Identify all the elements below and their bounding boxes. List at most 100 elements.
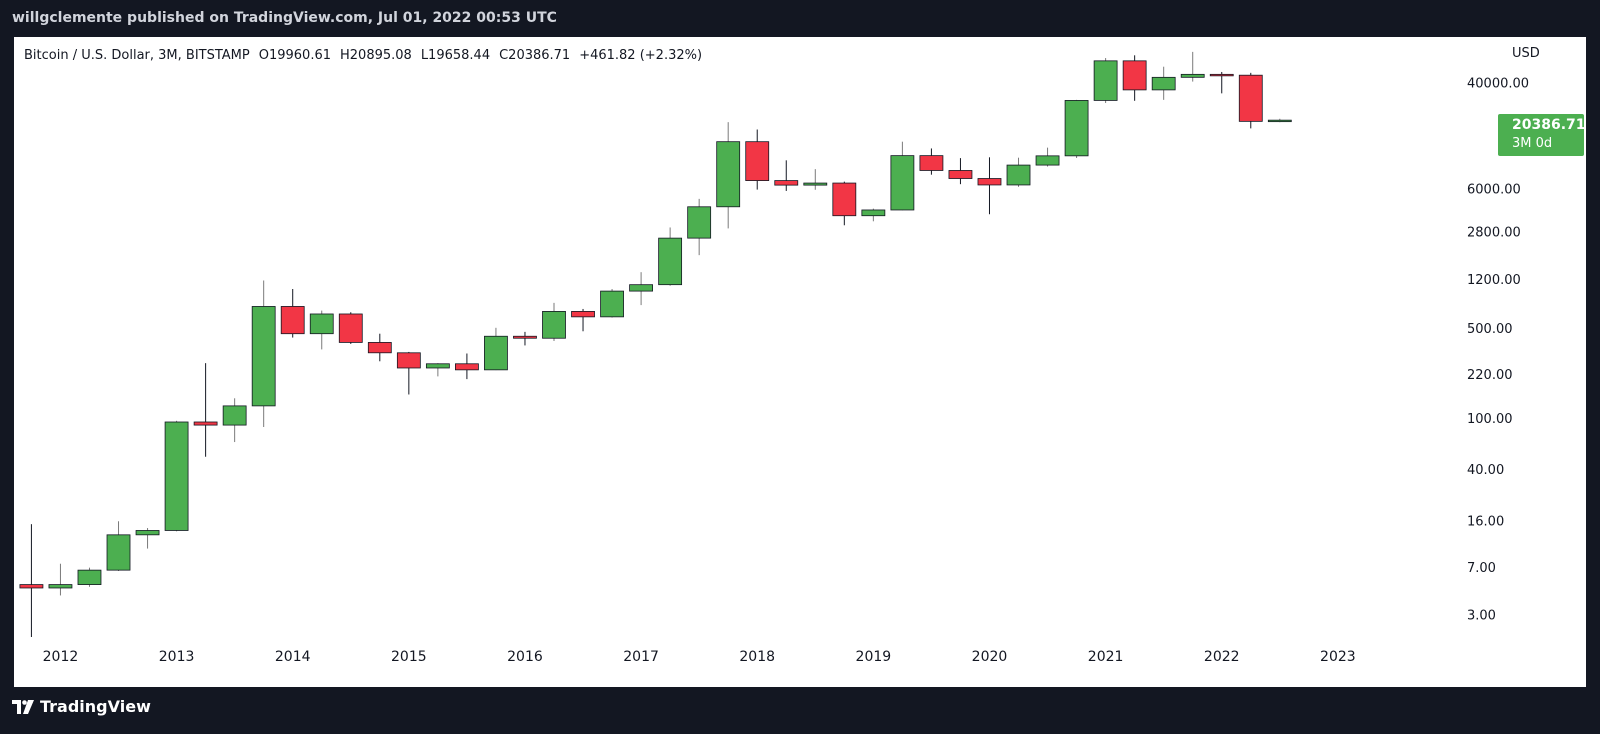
tradingview-brand: TradingView	[40, 697, 151, 716]
ohlc-legend: Bitcoin / U.S. Dollar, 3M, BITSTAMP O1996…	[24, 48, 711, 63]
candle	[1238, 72, 1263, 129]
candle	[77, 567, 102, 587]
candle	[1035, 147, 1060, 167]
time-tick-label: 2018	[739, 649, 775, 665]
candle-body	[832, 182, 857, 217]
candle-countdown: 3M 0d	[1512, 136, 1553, 151]
price-tick-label: 220.00	[1467, 368, 1513, 383]
price-tick-label: 2800.00	[1467, 225, 1521, 240]
published-by-header: willgclemente published on TradingView.c…	[12, 10, 557, 26]
candle	[1209, 71, 1234, 94]
candle-body	[1093, 60, 1118, 101]
tradingview-logo[interactable]: TradingView	[12, 697, 151, 716]
candle	[1093, 58, 1118, 103]
current-price-value: 20386.71	[1512, 117, 1586, 133]
candle-body	[77, 569, 102, 585]
candle-body	[571, 311, 595, 318]
candle-body	[1035, 155, 1060, 166]
price-tick-label: 40.00	[1467, 463, 1504, 478]
candle-body	[977, 178, 1002, 186]
candle-body	[425, 363, 450, 369]
candle-body	[629, 284, 653, 292]
candle	[135, 528, 160, 549]
price-tick-label: 16.00	[1467, 515, 1504, 530]
candle	[600, 288, 624, 318]
candle-body	[396, 352, 421, 369]
time-tick-label: 2023	[1320, 649, 1356, 665]
candle-body	[1006, 164, 1031, 186]
candle	[48, 563, 73, 596]
price-tick-label: 7.00	[1467, 561, 1496, 576]
candle-body	[106, 534, 131, 571]
candle-body	[803, 182, 828, 186]
candle-body	[1151, 76, 1176, 91]
candle	[803, 169, 828, 190]
legend-close: C20386.71	[499, 48, 571, 63]
candle-body	[513, 335, 537, 339]
candle	[571, 308, 595, 332]
candle-body	[135, 530, 160, 536]
candle	[106, 521, 131, 571]
legend-symbol: Bitcoin / U.S. Dollar, 3M, BITSTAMP	[24, 48, 250, 63]
candle	[396, 351, 421, 395]
current-price-badge: 20386.71 3M 0d	[1498, 114, 1586, 156]
candle	[251, 280, 276, 428]
candle	[338, 312, 363, 344]
candle	[1064, 99, 1089, 159]
candle-body	[1180, 73, 1205, 78]
candlestick-chart[interactable]: 3.00 7.00 16.00 40.00 100.00 220.00 500.00 1200…	[14, 37, 1586, 687]
candle	[280, 288, 305, 338]
currency-label: USD	[1512, 46, 1540, 61]
candle	[948, 158, 973, 185]
time-tick-label: 2021	[1088, 649, 1124, 665]
price-axis: 3.00 7.00 16.00 40.00 100.00 220.00 500.00 1200…	[1467, 76, 1529, 623]
candle-body	[484, 335, 508, 371]
candle	[687, 198, 712, 256]
chart-area[interactable]: 3.00 7.00 16.00 40.00 100.00 220.00 500.00 1200…	[14, 37, 1586, 687]
candle	[542, 302, 566, 342]
time-tick-label: 2022	[1204, 649, 1240, 665]
candle-body	[687, 206, 712, 239]
candle	[1006, 157, 1031, 187]
candle-body	[19, 584, 44, 589]
candle-body	[1064, 100, 1089, 157]
time-axis: 2012 2013 2014 2015 2016 2017 2018 2019 2020 2021…	[43, 649, 1356, 665]
candle	[19, 524, 44, 637]
candle	[513, 331, 537, 346]
time-tick-label: 2015	[391, 649, 427, 665]
price-tick-label: 40000.00	[1467, 76, 1529, 91]
candle	[222, 398, 247, 443]
candle-body	[48, 584, 73, 589]
candle-body	[280, 306, 305, 335]
candle-body	[309, 313, 334, 335]
candle	[977, 157, 1002, 215]
candle	[1122, 55, 1147, 101]
candle-body	[861, 209, 886, 217]
legend-open: O19960.61	[258, 48, 331, 63]
candle-body	[1209, 73, 1234, 77]
candle-body	[455, 363, 479, 371]
candle-body	[890, 155, 915, 211]
candle-body	[164, 421, 189, 531]
time-tick-label: 2020	[972, 649, 1008, 665]
candle	[658, 227, 683, 286]
candle	[367, 333, 392, 362]
candles-layer	[19, 51, 1292, 637]
legend-low: L19658.44	[420, 48, 491, 63]
candle-body	[919, 155, 944, 171]
price-tick-label: 100.00	[1467, 412, 1513, 427]
candle-body	[193, 421, 218, 426]
candle-body	[222, 405, 247, 426]
candle-body	[367, 342, 392, 354]
candle-body	[542, 311, 566, 339]
tradingview-logo-icon	[12, 699, 34, 714]
candle-body	[716, 141, 741, 208]
candle	[484, 327, 508, 371]
candle	[716, 122, 741, 229]
candle-body	[1238, 74, 1263, 122]
candle	[1180, 51, 1205, 82]
time-tick-label: 2019	[856, 649, 892, 665]
time-tick-label: 2017	[623, 649, 659, 665]
time-tick-label: 2014	[275, 649, 311, 665]
candle	[774, 160, 799, 191]
